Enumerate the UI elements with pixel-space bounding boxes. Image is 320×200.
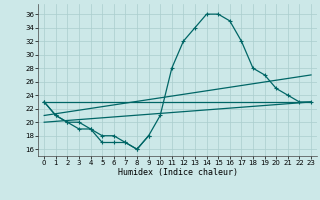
X-axis label: Humidex (Indice chaleur): Humidex (Indice chaleur): [118, 168, 238, 177]
